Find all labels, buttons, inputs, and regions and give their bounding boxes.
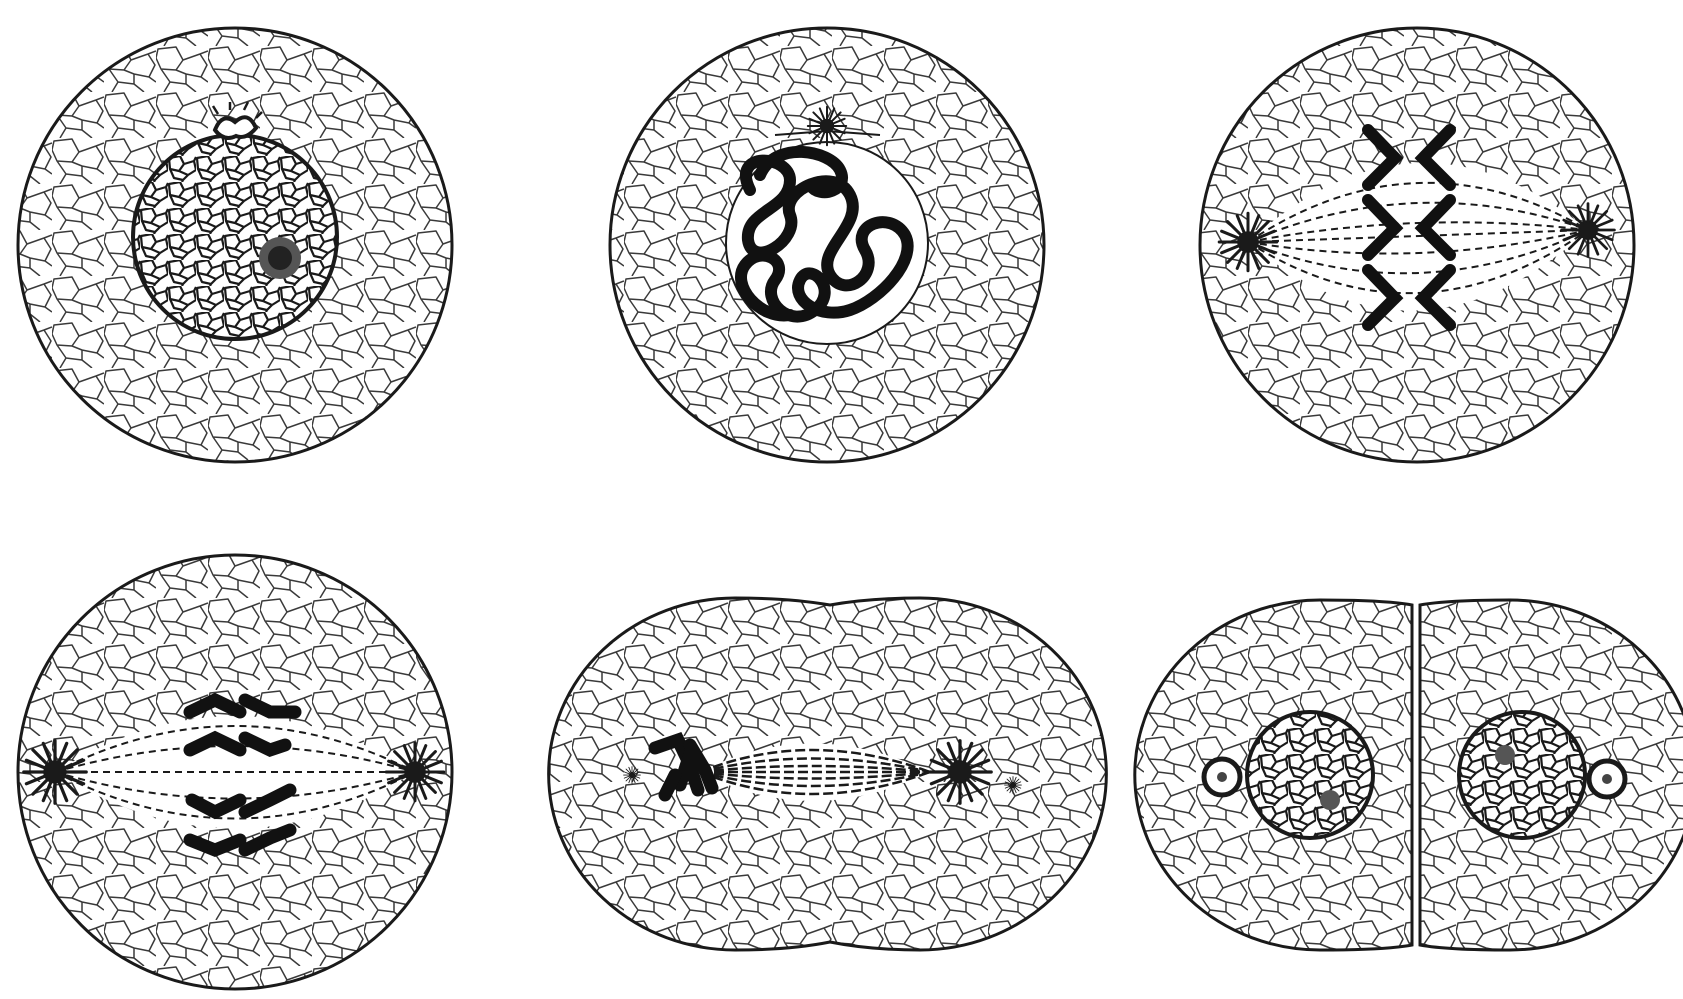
prophase-cell-icon (608, 26, 1046, 464)
interphase-cell-icon (16, 26, 454, 464)
anaphase-cell-icon (16, 553, 454, 991)
telophase-cell-icon (547, 596, 1108, 952)
metaphase-cell-icon (1198, 26, 1636, 464)
daughter-cells-icon (1133, 598, 1683, 952)
